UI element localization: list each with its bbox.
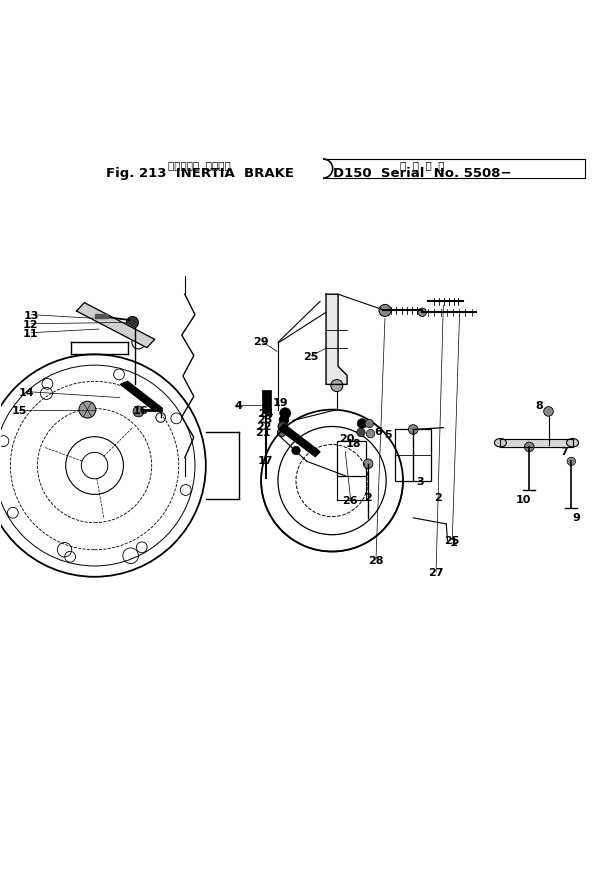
Text: 16: 16	[132, 405, 148, 415]
Text: 適  用  号  機: 適 用 号 機	[400, 160, 445, 169]
Text: 29: 29	[253, 337, 269, 347]
Circle shape	[279, 415, 289, 425]
Circle shape	[292, 447, 300, 455]
Polygon shape	[500, 439, 573, 448]
Text: 1: 1	[449, 537, 457, 547]
Text: 23: 23	[257, 414, 272, 425]
Circle shape	[379, 305, 391, 317]
Polygon shape	[77, 303, 155, 349]
Text: 2: 2	[365, 493, 372, 503]
Circle shape	[367, 430, 374, 438]
Text: 24: 24	[258, 408, 274, 418]
Circle shape	[418, 309, 426, 317]
Text: 22: 22	[256, 421, 271, 431]
Text: 9: 9	[573, 512, 580, 522]
Text: 11: 11	[23, 328, 39, 338]
Text: 8: 8	[535, 401, 543, 411]
Polygon shape	[326, 295, 347, 385]
Text: 14: 14	[19, 387, 34, 397]
Circle shape	[132, 336, 145, 349]
Text: 10: 10	[515, 494, 531, 504]
Circle shape	[567, 457, 576, 466]
Bar	[395, 430, 431, 481]
Circle shape	[408, 425, 418, 435]
Ellipse shape	[495, 439, 506, 448]
Circle shape	[357, 428, 365, 437]
Polygon shape	[279, 425, 320, 457]
Text: Fig. 213  INERTIA  BRAKE: Fig. 213 INERTIA BRAKE	[106, 167, 294, 180]
Bar	[262, 391, 271, 414]
Bar	[337, 442, 366, 476]
Text: 17: 17	[258, 455, 273, 465]
Polygon shape	[120, 382, 162, 412]
Text: D150  Serial  No. 5508−: D150 Serial No. 5508−	[333, 167, 512, 180]
Text: 18: 18	[345, 439, 361, 449]
Text: 20: 20	[339, 434, 355, 444]
Text: 15: 15	[11, 405, 27, 415]
Circle shape	[524, 443, 534, 452]
Text: 27: 27	[428, 567, 443, 578]
Polygon shape	[95, 314, 108, 319]
Text: イナーシャ  ブレーキ: イナーシャ ブレーキ	[169, 160, 231, 169]
Text: 12: 12	[23, 320, 39, 329]
Circle shape	[278, 422, 288, 432]
Circle shape	[280, 408, 291, 419]
Text: 21: 21	[255, 428, 270, 438]
Text: 4: 4	[234, 400, 242, 410]
Ellipse shape	[567, 439, 579, 448]
Circle shape	[79, 402, 96, 419]
Circle shape	[364, 459, 373, 469]
Text: 26: 26	[342, 495, 358, 505]
Text: 19: 19	[273, 398, 289, 408]
Text: 2: 2	[434, 493, 442, 503]
Text: 25: 25	[303, 351, 319, 361]
Circle shape	[126, 317, 138, 329]
Text: 25: 25	[444, 535, 460, 545]
Circle shape	[133, 407, 144, 417]
Circle shape	[544, 407, 553, 417]
Text: 3: 3	[416, 476, 424, 486]
Text: 7: 7	[561, 446, 568, 456]
Text: 6: 6	[374, 427, 382, 436]
Text: 5: 5	[384, 429, 391, 439]
Circle shape	[358, 419, 367, 428]
Circle shape	[331, 380, 343, 392]
Text: 13: 13	[24, 310, 39, 320]
Text: 28: 28	[368, 555, 383, 565]
Circle shape	[365, 420, 373, 428]
Circle shape	[277, 428, 286, 437]
